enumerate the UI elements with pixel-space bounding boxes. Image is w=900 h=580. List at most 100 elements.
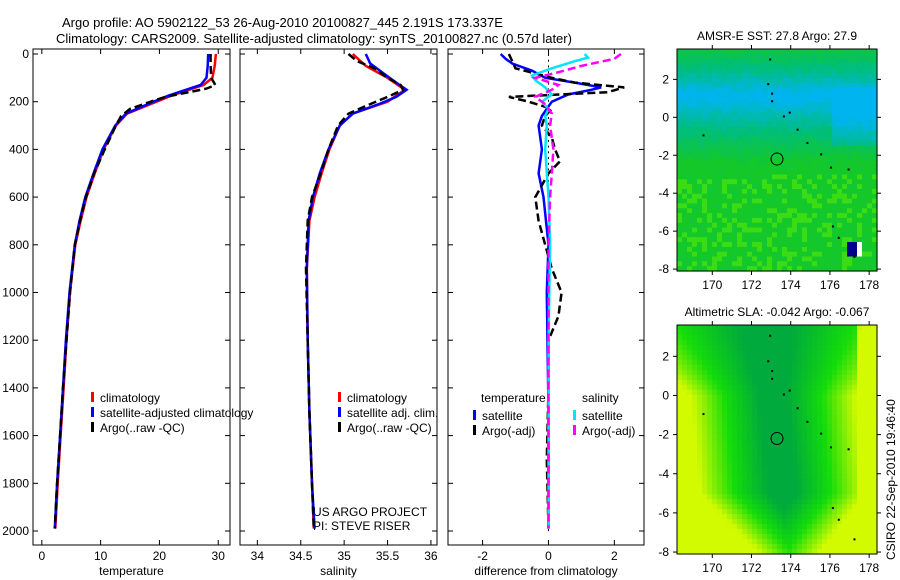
map-cell [767,145,773,151]
map-cell [717,524,723,530]
map-cell [852,251,858,258]
map-cell [822,174,828,180]
map-cell [722,449,728,456]
map-cell [677,246,683,253]
map-cell [677,469,683,475]
map-cell [832,514,838,520]
map-cell [757,439,763,446]
map-cell [682,160,688,166]
map-cell [732,208,738,214]
map-cell [722,399,728,406]
map-cell [687,116,693,122]
map-cell [707,169,713,176]
map-cell [777,399,783,406]
map-cell [852,193,858,200]
map-cell [722,97,728,103]
map-cell [727,444,733,451]
map-cell [787,389,793,396]
map-cell [692,63,698,69]
map-cell [812,193,818,200]
map-cell [822,135,828,142]
map-cell [872,344,878,351]
map-cell [687,494,693,500]
map-cell [727,217,733,224]
map-cell [707,246,713,253]
map-cell [712,222,718,229]
map-cell [767,394,773,401]
map-cell [847,489,853,495]
map-cell [707,174,713,180]
map-cell [822,203,828,209]
map-cell [797,232,803,238]
map-cell [682,429,688,436]
map-cell [707,102,713,108]
map-cell [837,155,843,161]
map-cell [762,444,768,451]
map-cell [767,135,773,142]
map-cell [732,68,738,74]
map-cell [717,369,723,376]
map-cell [757,49,763,55]
map-cell [822,198,828,204]
map-cell [872,58,878,65]
map-cell [742,419,748,426]
map-cell [752,106,758,113]
map-cell [787,174,793,180]
map-cell [747,58,753,65]
map-cell [797,116,803,122]
map-cell [717,474,723,480]
map-cell [862,169,868,176]
map-cell [722,217,728,224]
map-cell [822,330,828,336]
map-cell [752,150,758,156]
map-cell [837,374,843,381]
map-cell [762,514,768,520]
map-cell [717,534,723,540]
map-cell [852,499,858,505]
map-cell [767,534,773,540]
map-cell [807,246,813,253]
map-cell [807,359,813,366]
map-cell [782,49,788,55]
map-cell [827,208,833,214]
map-cell [692,459,698,465]
map-cell [747,414,753,421]
map-cell [712,454,718,460]
map-cell [857,174,863,180]
map-cell [747,484,753,490]
map-cell [717,164,723,171]
map-cell [822,102,828,108]
map-cell [857,150,863,156]
map-cell [802,169,808,176]
map-cell [727,424,733,431]
map-cell [772,479,778,485]
map-cell [692,519,698,525]
map-cell [817,179,823,185]
map-cell [872,87,878,93]
map-cell [802,184,808,190]
map-cell [797,198,803,204]
map-cell [787,534,793,540]
map-cell [782,87,788,93]
map-cell [752,489,758,495]
map-cell [822,266,828,272]
map-cell [792,529,798,535]
island-marker [806,141,809,144]
map-cell [712,155,718,161]
map-cell [707,339,713,346]
map-cell [772,213,778,219]
map-cell [717,469,723,475]
map-cell [847,474,853,480]
map-cell [847,459,853,465]
island-marker [788,111,791,114]
map-cell [707,111,713,118]
map-cell [692,389,698,396]
map-cell [797,369,803,376]
map-cell [712,504,718,510]
map-cell [757,414,763,421]
map-cell [782,256,788,262]
map-cell [767,237,773,243]
map-cell [692,335,698,341]
map-cell [712,364,718,371]
map-cell [677,160,683,166]
